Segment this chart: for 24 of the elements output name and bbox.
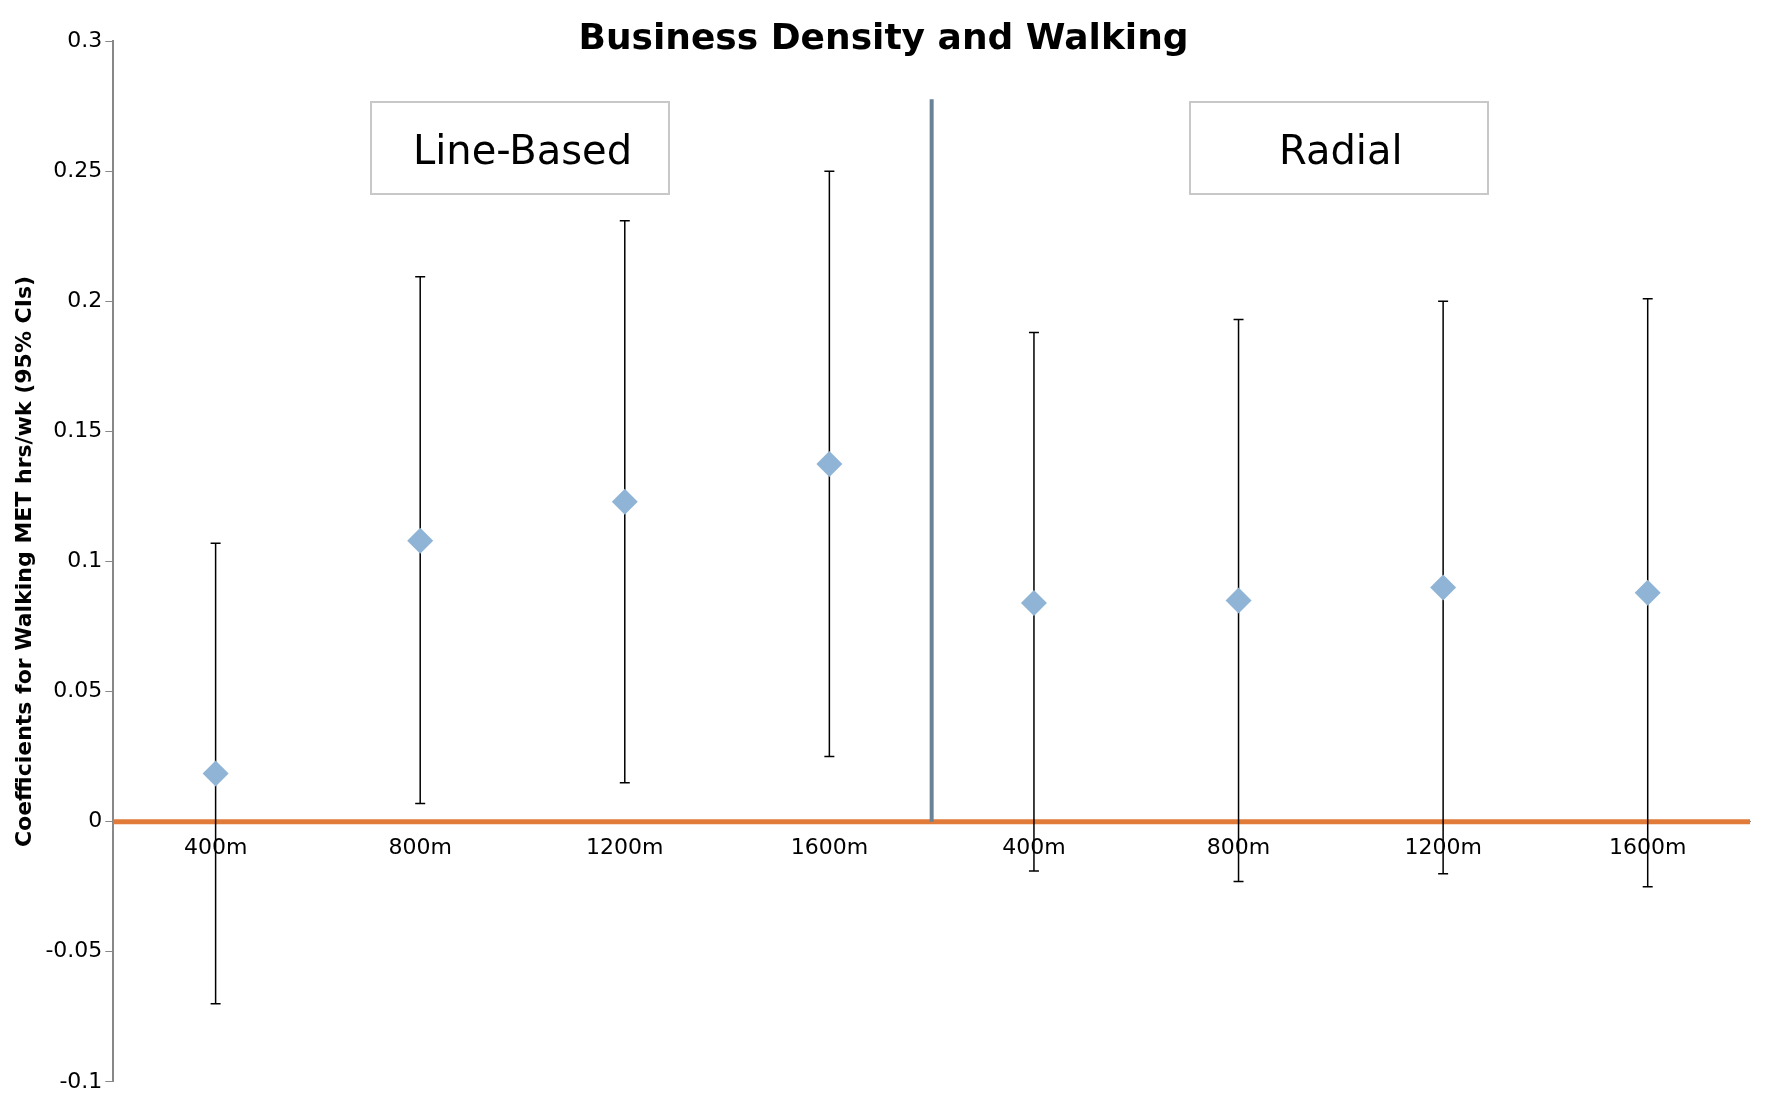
annotation: Radial — [1279, 127, 1403, 174]
point — [611, 488, 638, 515]
point — [407, 527, 434, 554]
y-axis-title: Coefficients for Walking MET hrs/wk (95% CIs) — [10, 275, 36, 848]
y-tick-label: -0.1 — [59, 1067, 103, 1093]
point — [202, 760, 229, 787]
point — [1020, 590, 1047, 617]
y-tick-label: 0.1 — [67, 547, 103, 573]
point — [1634, 579, 1661, 606]
y-tick-label: 0.15 — [53, 417, 103, 443]
annotation: Line-Based — [412, 127, 633, 174]
y-tick-label: 0.25 — [53, 156, 103, 182]
y-tick-label: 0.3 — [67, 26, 103, 52]
point — [816, 450, 843, 477]
x-tick-label: 800m — [388, 833, 452, 859]
point — [1225, 587, 1252, 614]
chart-title: Business Density and Walking — [578, 15, 1189, 57]
y-tick-label: 0.2 — [67, 287, 103, 313]
point — [1430, 574, 1457, 601]
x-tick-label: 1200m — [586, 833, 664, 859]
y-tick-label: 0 — [88, 807, 103, 833]
x-tick-label: 1600m — [790, 833, 869, 859]
y-tick-label: 0.05 — [53, 677, 103, 703]
y-tick-label: -0.05 — [45, 937, 103, 963]
